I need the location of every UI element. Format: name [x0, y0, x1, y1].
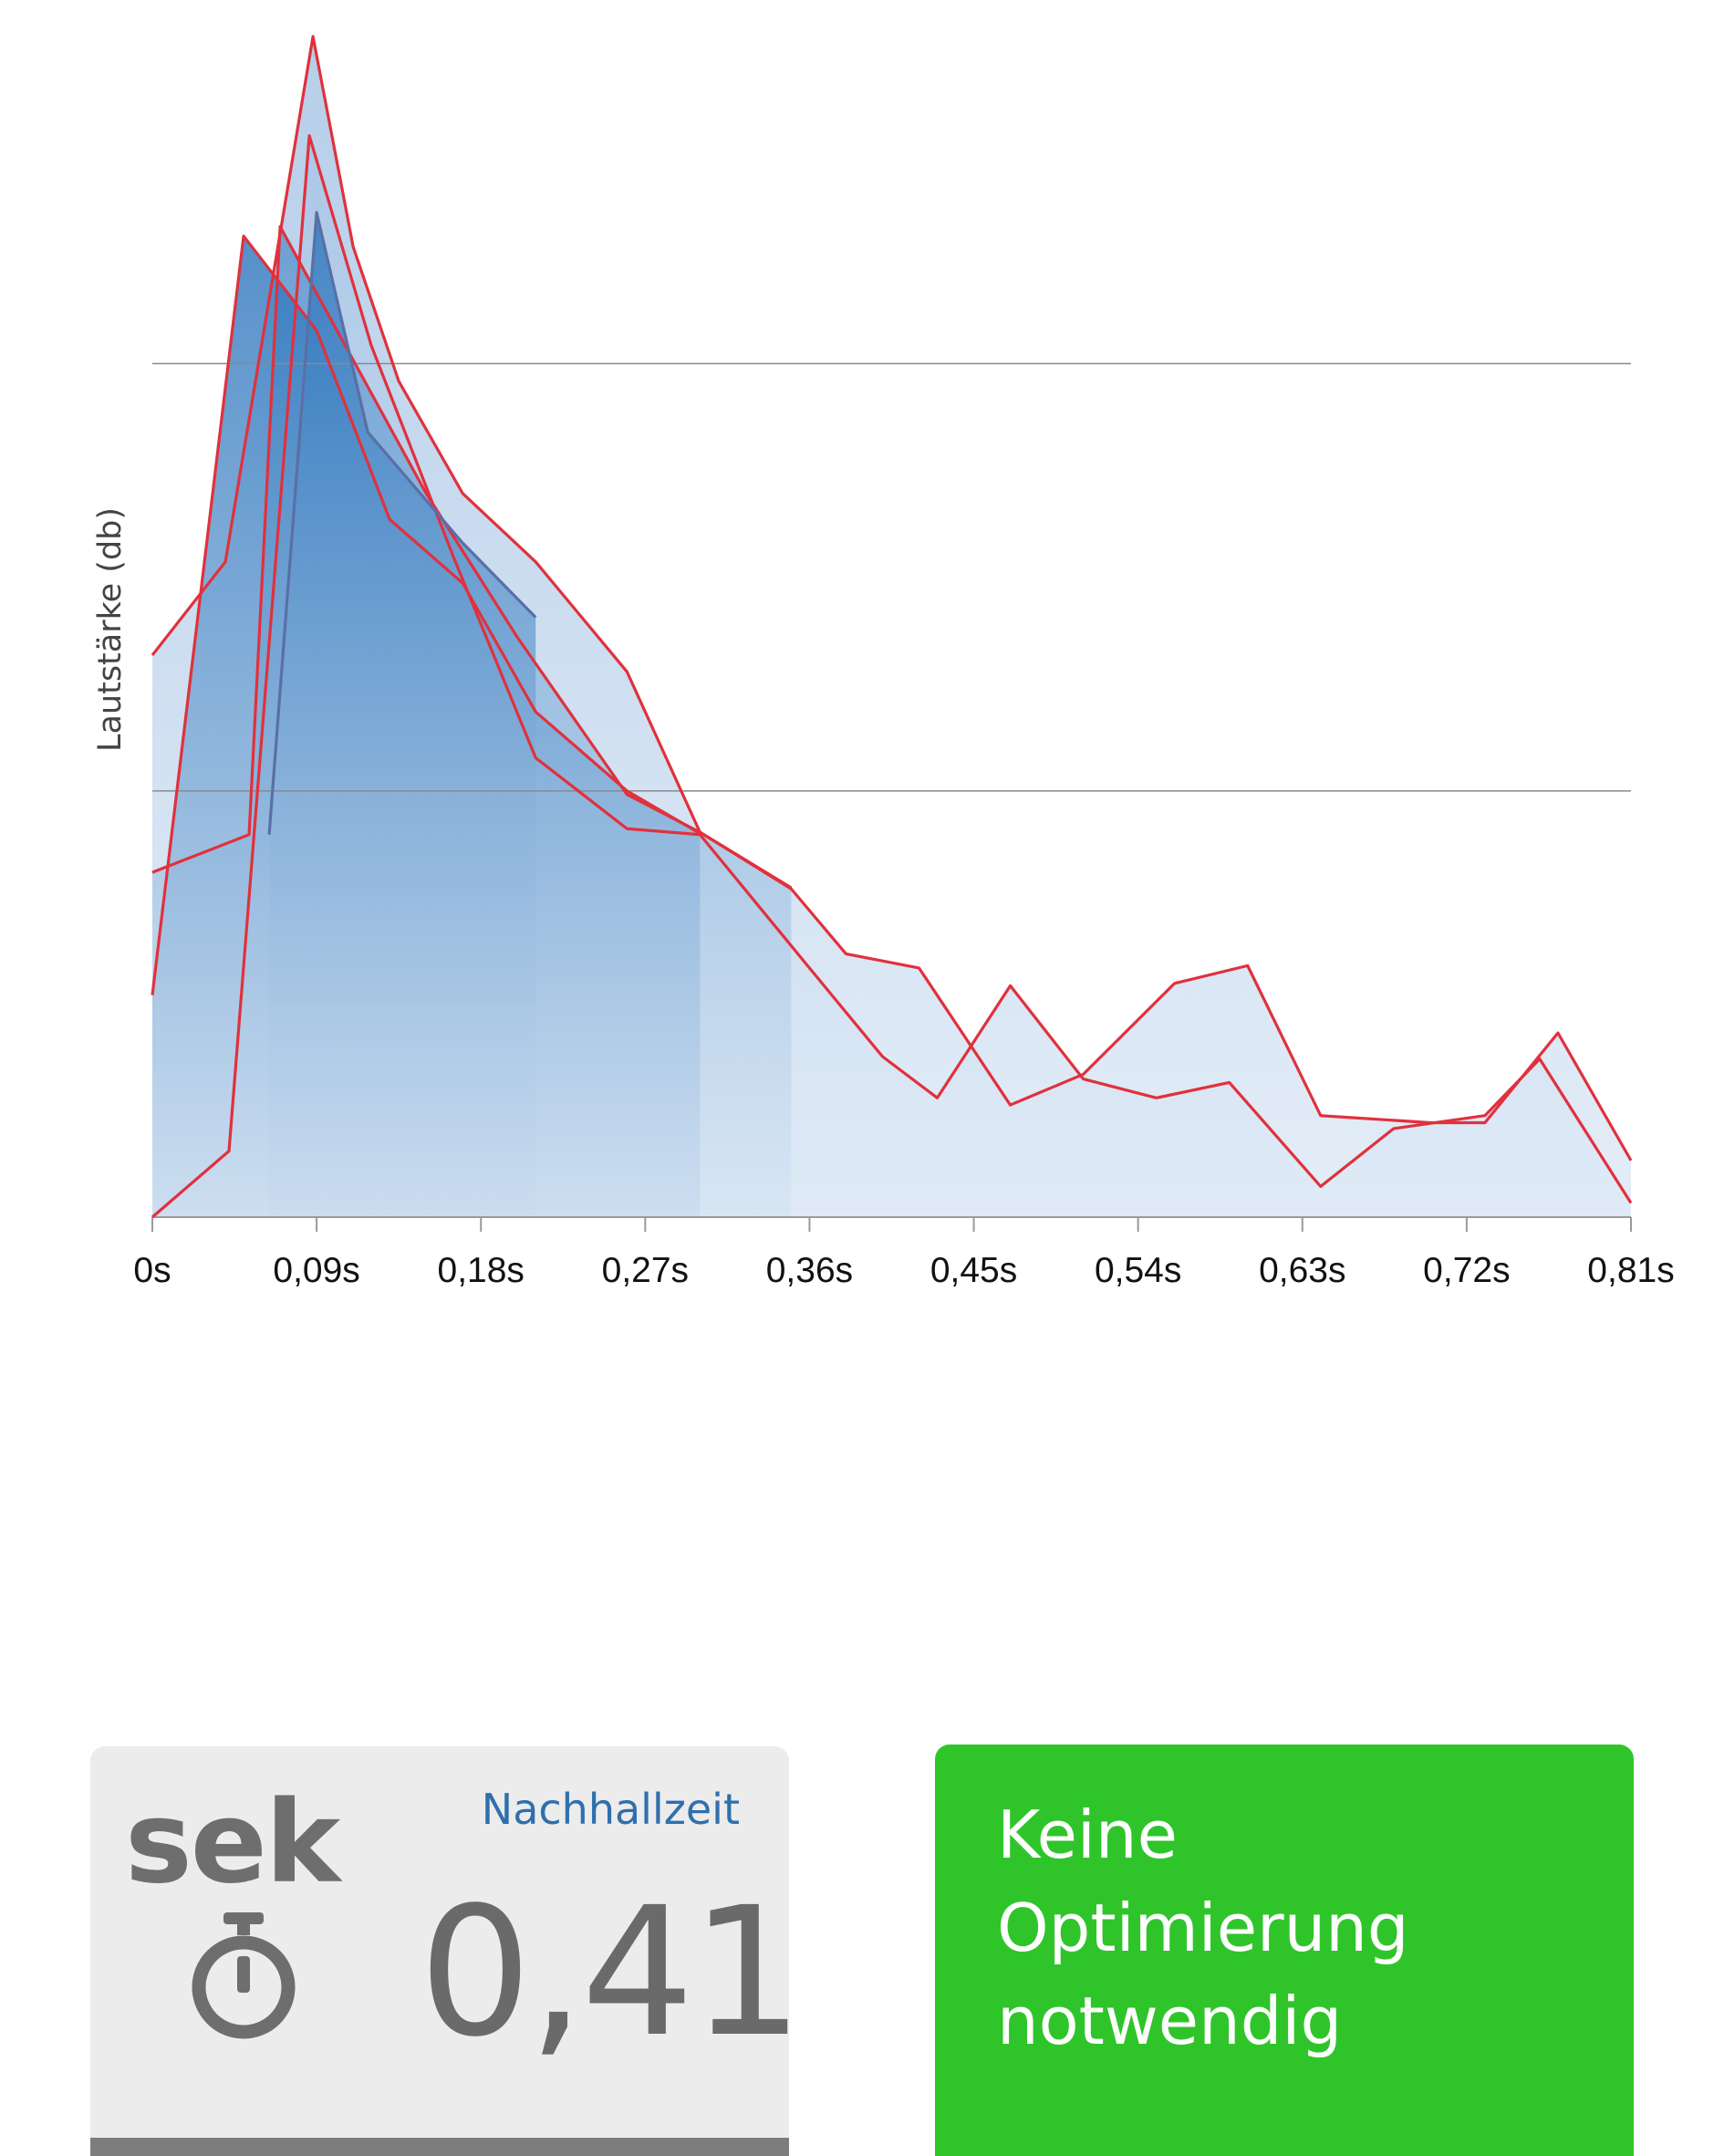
reverb-chart: 0s 0,09s 0,18s 0,27s 0,36s 0,45s 0,54s 0,63s 0,7…	[92, 35, 1675, 1290]
x-tick-label: 0,63s	[1259, 1251, 1345, 1290]
x-tick-labels: 0s 0,09s 0,18s 0,27s 0,36s 0,45s 0,54s 0,63s 0,7…	[133, 1251, 1674, 1290]
area-fills	[152, 36, 1631, 1218]
reverberation-title: Nachhallzeit	[481, 1785, 740, 1834]
x-tick-label: 0,18s	[438, 1251, 524, 1290]
series-line-4	[151, 234, 701, 995]
x-tick-label: 0,54s	[1095, 1251, 1181, 1290]
unit-label: sek	[125, 1777, 340, 1909]
series-line-2	[151, 134, 1633, 1219]
series-area-5	[269, 212, 536, 1217]
recommendation-card: Keine Optimierung notwendig	[935, 1745, 1634, 2156]
stopwatch-icon	[192, 1912, 296, 2039]
series-line-1	[151, 35, 1633, 1161]
series-line-5	[267, 211, 537, 835]
reverberation-card: sek Nachhallzeit 0,41	[90, 1746, 804, 2156]
card-bottom-bar	[90, 2138, 789, 2156]
x-tick-label: 0,09s	[273, 1251, 359, 1290]
x-tick-label: 0s	[133, 1251, 171, 1290]
x-tick-label: 0,72s	[1423, 1251, 1510, 1290]
series-lines	[151, 35, 1633, 1219]
x-tick-label: 0,27s	[602, 1251, 689, 1290]
x-tick-label: 0,81s	[1587, 1251, 1674, 1290]
x-tick-label: 0,36s	[766, 1251, 853, 1290]
x-tick-label: 0,45s	[930, 1251, 1017, 1290]
x-axis	[151, 1216, 1632, 1232]
recommendation-text: Keine Optimierung notwendig	[997, 1797, 1409, 2059]
reverberation-value: 0,41	[419, 1869, 804, 2076]
grid-lines	[152, 362, 1631, 792]
y-axis-label: Lautstärke (db)	[92, 507, 129, 752]
